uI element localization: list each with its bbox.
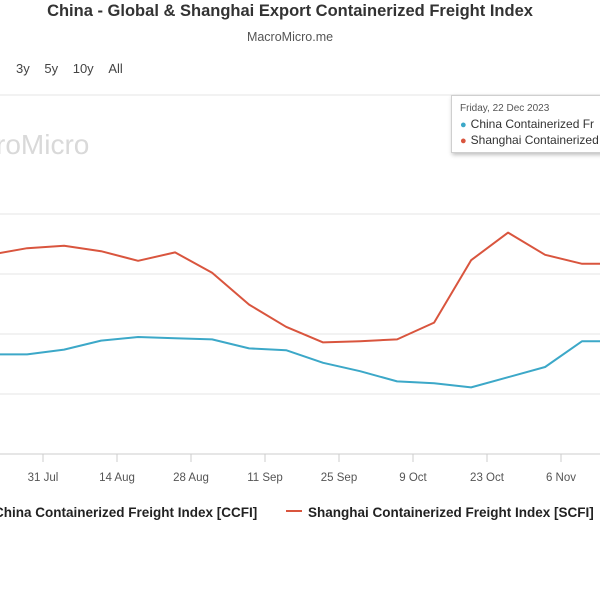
ccfi-dot-icon: ●	[460, 119, 467, 131]
x-tick-label: 25 Sep	[321, 472, 357, 484]
range-selector: 3y 5y 10y All	[16, 61, 134, 76]
watermark-text: roMicro	[0, 129, 89, 160]
legend-item-scfi[interactable]: Shanghai Containerized Freight Index [SC…	[286, 505, 594, 520]
x-tick-label: 23 Oct	[470, 472, 505, 484]
scfi-dot-icon: ●	[460, 135, 467, 147]
legend-item-ccfi[interactable]: China Containerized Freight Index [CCFI]	[0, 505, 257, 520]
x-tick-label: 6 Nov	[546, 472, 576, 484]
legend-scfi-line-icon	[286, 510, 302, 513]
range-button-10y[interactable]: 10y	[72, 61, 94, 76]
x-axis: 31 Jul 14 Aug 28 Aug 11 Sep 25 Sep 9 Oct 23 Oc…	[0, 453, 600, 484]
tooltip-ccfi-label: China Containerized Fr	[470, 117, 595, 131]
x-tick-label: 11 Sep	[247, 472, 283, 484]
chart-subtitle: MacroMicro.me	[246, 30, 334, 44]
tooltip-row-scfi: ● Shanghai Containerized	[460, 133, 599, 147]
x-tick-label: 28 Aug	[173, 472, 209, 484]
range-button-5y[interactable]: 5y	[44, 61, 59, 76]
x-tick-label: 14 Aug	[99, 472, 135, 484]
chart-tooltip: Friday, 22 Dec 2023 ● China Containerized…	[451, 95, 600, 153]
scfi-series-line	[0, 231, 600, 344]
range-button-3y[interactable]: 3y	[16, 61, 30, 76]
chart-legend: China Containerized Freight Index [CCFI]…	[0, 505, 600, 525]
legend-scfi-label: Shanghai Containerized Freight Index [SC…	[308, 505, 594, 520]
legend-ccfi-label: China Containerized Freight Index [CCFI]	[0, 505, 258, 520]
tooltip-date: Friday, 22 Dec 2023	[460, 103, 550, 114]
chart-title: China - Global & Shanghai Export Contain…	[47, 2, 533, 20]
series-lines	[0, 231, 600, 389]
range-button-all[interactable]: All	[108, 61, 123, 76]
tooltip-scfi-label: Shanghai Containerized	[470, 133, 599, 147]
ccfi-series-line	[0, 336, 600, 389]
tooltip-row-ccfi: ● China Containerized Fr	[460, 117, 594, 131]
x-tick-label: 9 Oct	[399, 472, 427, 484]
x-tick-label: 31 Jul	[28, 472, 59, 484]
